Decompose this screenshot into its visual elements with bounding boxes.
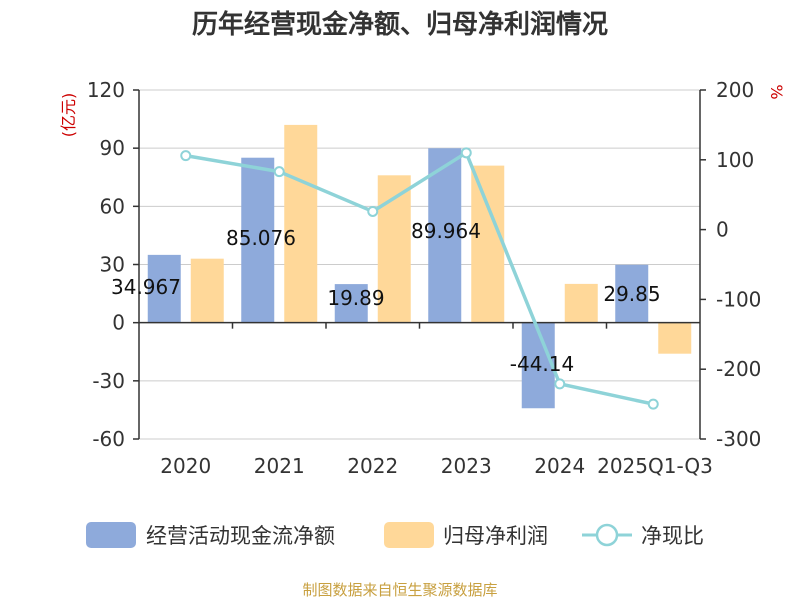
left-tick-label: 120	[87, 78, 125, 102]
right-tick-label: -300	[716, 427, 761, 451]
category-label: 2021	[254, 454, 305, 478]
left-tick-label: -30	[92, 369, 125, 393]
legend-swatch	[384, 522, 434, 548]
legend-label: 归母净利润	[443, 524, 548, 548]
right-tick-label: 200	[716, 78, 754, 102]
bar-netprofit	[471, 165, 505, 323]
legend-label: 经营活动现金流净额	[146, 524, 335, 548]
netcash-ratio-point	[460, 147, 472, 159]
grid-lines	[139, 89, 700, 440]
netcash-ratio-point	[273, 166, 285, 178]
axes	[133, 89, 706, 440]
left-tick-label: -60	[92, 427, 125, 451]
bar-cashflow	[428, 148, 462, 323]
right-tick-label: 100	[716, 148, 754, 172]
netcash-ratio-line	[185, 150, 654, 406]
data-label: 89.964	[411, 219, 481, 243]
bar-netprofit	[658, 322, 692, 354]
right-tick-label: -200	[716, 357, 761, 381]
right-tick-label: -100	[716, 287, 761, 311]
netcash-ratio-point	[647, 398, 659, 410]
data-labels: 34.967 85.076 19.89 89.964 -44.14 29.85	[111, 219, 661, 376]
category-label: 2020	[160, 454, 211, 478]
bar-cashflow	[147, 254, 181, 323]
bar-netprofit	[564, 283, 598, 323]
bar-cashflow	[334, 284, 368, 323]
left-axis-unit: (亿元)	[59, 93, 78, 138]
bar-netprofit	[284, 124, 318, 323]
bar-cashflow	[615, 264, 649, 323]
left-tick-label: 30	[100, 253, 125, 277]
left-tick-label: 60	[100, 194, 125, 218]
category-label: 2025Q1-Q3	[597, 454, 713, 478]
legend-label: 净现比	[641, 524, 704, 548]
bar-cashflow	[241, 157, 275, 323]
right-tick-label: 0	[716, 218, 729, 242]
netcash-ratio-point	[180, 150, 192, 162]
left-tick-label: 0	[112, 311, 125, 335]
data-label: 19.89	[327, 286, 384, 310]
category-label: 2023	[441, 454, 492, 478]
bar-cashflow	[521, 322, 555, 409]
netcash-ratio-point	[367, 205, 379, 217]
data-label: 85.076	[226, 226, 296, 250]
category-label: 2022	[347, 454, 398, 478]
source-note: 制图数据来自恒生聚源数据库	[302, 581, 497, 599]
left-tick-label: 90	[100, 136, 125, 160]
data-label: 29.85	[603, 282, 660, 306]
category-label: 2024	[534, 454, 585, 478]
legend[interactable]: 经营活动现金流净额 归母净利润 净现比	[86, 522, 704, 548]
line-series	[180, 147, 659, 410]
data-label: 34.967	[111, 275, 181, 299]
data-label: -44.14	[510, 352, 574, 376]
bars	[147, 124, 692, 409]
legend-swatch	[86, 522, 136, 548]
chart-title: 历年经营现金净额、归母净利润情况	[192, 9, 608, 40]
bar-netprofit	[190, 258, 224, 323]
right-axis-unit: %	[767, 84, 786, 99]
netcash-ratio-point	[554, 378, 566, 390]
legend-marker	[595, 523, 619, 547]
